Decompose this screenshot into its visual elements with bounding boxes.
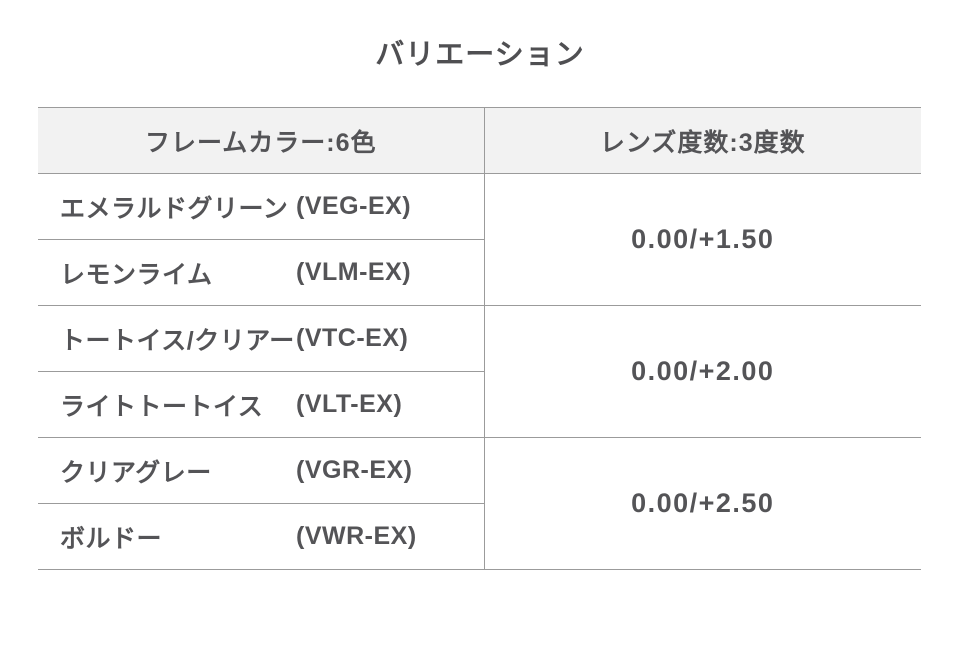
table-row: レモンライム (VLM-EX)	[38, 239, 921, 306]
frame-color-cell: ライトトートイス (VLT-EX)	[38, 371, 485, 438]
frame-color-header: フレームカラー:6色	[38, 107, 485, 174]
frame-color-cell: エメラルドグリーン (VEG-EX)	[38, 173, 485, 240]
table-row: トートイス/クリアー (VTC-EX) 0.00/+2.00	[38, 305, 921, 438]
frame-color-code: (VGR-EX)	[296, 456, 413, 484]
frame-color-cell: レモンライム (VLM-EX)	[38, 239, 485, 306]
frame-color-code: (VEG-EX)	[296, 192, 412, 220]
frame-color-name: トートイス/クリアー	[60, 326, 295, 355]
table-row: ライトトートイス (VLT-EX)	[38, 371, 921, 438]
frame-color-code: (VLT-EX)	[296, 390, 403, 418]
table-row: クリアグレー (VGR-EX) 0.00/+2.50	[38, 437, 921, 570]
page-title: バリエーション	[375, 39, 585, 71]
frame-color-name: クリアグレー	[60, 458, 212, 487]
variation-table: フレームカラー:6色 レンズ度数:3度数 エメラルドグリーン (VEG-EX) …	[38, 107, 921, 570]
frame-color-code: (VTC-EX)	[296, 324, 409, 352]
frame-color-name: ライトトートイス	[60, 392, 264, 421]
frame-color-cell: ボルドー (VWR-EX)	[38, 503, 485, 570]
table-row: エメラルドグリーン (VEG-EX) 0.00/+1.50	[38, 173, 921, 306]
frame-color-name: ボルドー	[60, 524, 163, 553]
lens-power-cell: 0.00/+1.50	[484, 173, 921, 306]
table-header-row: フレームカラー:6色 レンズ度数:3度数	[38, 107, 921, 174]
frame-color-cell: トートイス/クリアー (VTC-EX)	[38, 305, 485, 372]
lens-power-header: レンズ度数:3度数	[484, 107, 921, 174]
lens-power-cell: 0.00/+2.00	[484, 305, 921, 438]
table-row: ボルドー (VWR-EX)	[38, 503, 921, 570]
lens-power-cell: 0.00/+2.50	[484, 437, 921, 570]
frame-color-name: レモンライム	[60, 260, 213, 289]
frame-color-code: (VWR-EX)	[296, 522, 417, 550]
frame-color-name: エメラルドグリーン	[60, 194, 289, 223]
frame-color-code: (VLM-EX)	[296, 258, 412, 286]
frame-color-cell: クリアグレー (VGR-EX)	[38, 437, 485, 504]
